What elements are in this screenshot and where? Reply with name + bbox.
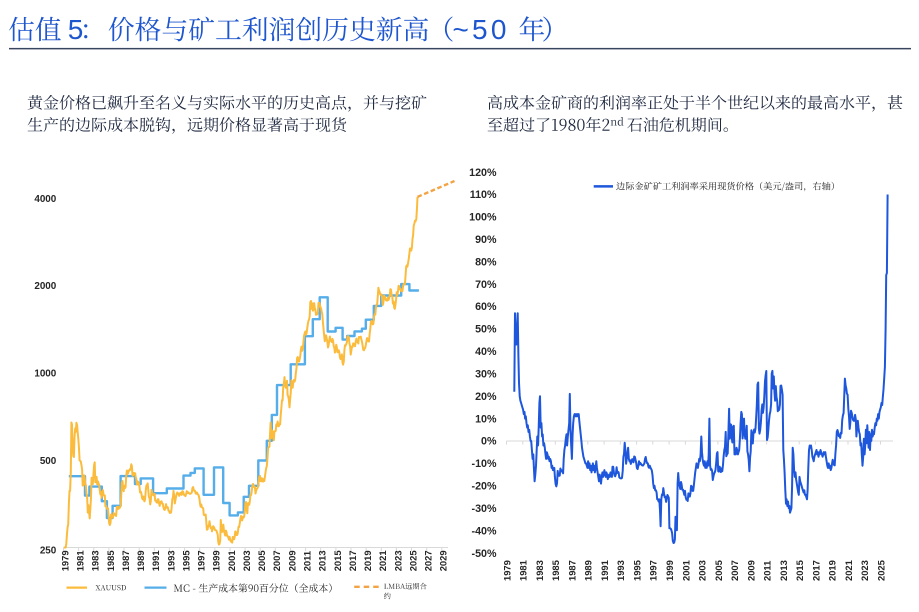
svg-text:1983: 1983 [534, 560, 545, 581]
svg-text:40%: 40% [475, 346, 497, 358]
svg-text:2000: 2000 [34, 281, 56, 292]
svg-text:2021: 2021 [377, 550, 388, 571]
svg-text:2011: 2011 [302, 551, 313, 571]
svg-text:2013: 2013 [778, 560, 789, 581]
svg-text:80%: 80% [475, 256, 497, 268]
svg-text:1997: 1997 [196, 550, 207, 571]
svg-text:4000: 4000 [34, 194, 56, 205]
svg-text:30%: 30% [475, 369, 497, 381]
svg-text:1993: 1993 [165, 550, 176, 571]
svg-text:~50: ~50 [453, 14, 510, 45]
svg-text:-30%: -30% [472, 503, 497, 515]
svg-text:2025: 2025 [875, 560, 886, 581]
svg-text:1989: 1989 [135, 550, 146, 571]
svg-text:2007: 2007 [271, 550, 282, 571]
svg-text:2029: 2029 [438, 550, 449, 571]
svg-text:1985: 1985 [550, 560, 561, 581]
svg-text:2027: 2027 [423, 550, 434, 571]
svg-text:100%: 100% [469, 212, 497, 224]
svg-text:2001: 2001 [226, 550, 237, 571]
svg-text:2015: 2015 [332, 550, 343, 571]
svg-text:1995: 1995 [632, 560, 643, 581]
svg-text:110%: 110% [470, 189, 497, 201]
svg-text:5: 5 [68, 14, 84, 45]
svg-text:1979: 1979 [501, 560, 512, 581]
svg-text:1991: 1991 [150, 550, 161, 571]
svg-text:1989: 1989 [583, 560, 594, 581]
svg-text:2019: 2019 [362, 550, 373, 571]
svg-text:50%: 50% [475, 324, 497, 336]
svg-text:2007: 2007 [729, 560, 740, 581]
svg-text:20%: 20% [475, 391, 497, 403]
svg-text:2005: 2005 [256, 550, 267, 571]
svg-text:1991: 1991 [599, 560, 610, 581]
svg-text:1999: 1999 [664, 560, 675, 581]
svg-text:2013: 2013 [317, 550, 328, 571]
svg-text:-10%: -10% [472, 458, 497, 470]
svg-text:10%: 10% [475, 413, 497, 425]
svg-text:-20%: -20% [472, 481, 497, 493]
svg-text:2023: 2023 [392, 550, 403, 571]
svg-text:1997: 1997 [648, 560, 659, 581]
svg-text:90%: 90% [475, 234, 497, 246]
svg-text:1987: 1987 [566, 560, 577, 581]
svg-text:2001: 2001 [680, 560, 691, 581]
svg-text:2003: 2003 [241, 550, 252, 571]
svg-text:250: 250 [40, 546, 57, 557]
svg-text:1983: 1983 [90, 550, 101, 571]
svg-text:1985: 1985 [105, 550, 116, 571]
svg-text:2017: 2017 [810, 560, 821, 581]
svg-text:2023: 2023 [859, 560, 870, 581]
svg-text:1995: 1995 [181, 550, 192, 571]
svg-text:500: 500 [40, 456, 57, 467]
svg-text:70%: 70% [475, 279, 497, 291]
svg-text:2019: 2019 [827, 560, 838, 581]
svg-text:1979: 1979 [59, 550, 70, 571]
svg-text:2003: 2003 [697, 560, 708, 581]
svg-text:2009: 2009 [286, 550, 297, 571]
svg-text:0%: 0% [481, 436, 497, 448]
svg-text:1981: 1981 [75, 550, 86, 571]
svg-text:2005: 2005 [713, 560, 724, 581]
svg-text:1999: 1999 [211, 550, 222, 571]
svg-text:2015: 2015 [794, 560, 805, 581]
svg-text:1993: 1993 [615, 560, 626, 581]
svg-text:1981: 1981 [518, 560, 529, 581]
svg-text:2017: 2017 [347, 550, 358, 571]
svg-text:2021: 2021 [843, 560, 854, 581]
svg-text:1987: 1987 [120, 550, 131, 571]
svg-text:2011: 2011 [762, 561, 773, 581]
svg-text:120%: 120% [469, 167, 497, 179]
svg-text:1000: 1000 [34, 369, 56, 380]
svg-text:2025: 2025 [407, 550, 418, 571]
svg-text:60%: 60% [475, 301, 497, 313]
svg-text:2009: 2009 [745, 560, 756, 581]
svg-text:-40%: -40% [472, 525, 497, 537]
svg-text:-50%: -50% [472, 548, 497, 560]
